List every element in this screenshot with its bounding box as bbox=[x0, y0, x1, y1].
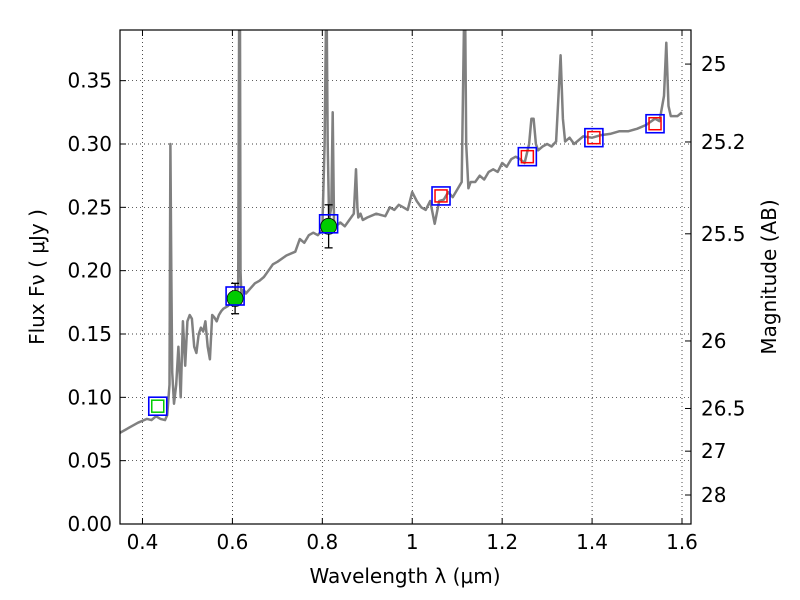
model-marker bbox=[431, 186, 451, 206]
y2-axis-title: Magnitude (AB) bbox=[757, 199, 781, 354]
x-tick-label: 0.8 bbox=[306, 530, 338, 554]
observed-marker bbox=[434, 189, 448, 203]
y2-tick-label: 25.2 bbox=[701, 130, 746, 154]
observed-marker bbox=[648, 116, 662, 131]
y-tick-label: 0.35 bbox=[67, 69, 112, 93]
x-tick-label: 0.6 bbox=[216, 530, 248, 554]
y2-tick-label: 25.5 bbox=[701, 222, 746, 246]
plot-frame bbox=[119, 29, 692, 525]
model-marker bbox=[318, 214, 339, 234]
model-marker bbox=[225, 286, 245, 306]
y2-tick-label: 26.5 bbox=[701, 396, 746, 420]
photometry-point bbox=[225, 282, 245, 315]
plot-data bbox=[120, 30, 683, 434]
photometry-point bbox=[517, 146, 538, 167]
y-tick-label: 0.15 bbox=[67, 322, 112, 346]
model-marker bbox=[147, 396, 168, 417]
photometry-point bbox=[431, 186, 451, 206]
y-tick-label: 0.05 bbox=[67, 449, 112, 473]
y-axis-title: Flux Fν ( μJy ) bbox=[25, 209, 49, 345]
x-tick-label: 1.2 bbox=[486, 530, 518, 554]
y-tick-label: 0.25 bbox=[67, 195, 112, 219]
model-marker bbox=[517, 146, 538, 167]
spectrum-line bbox=[120, 30, 683, 434]
y-tick-label: 0.00 bbox=[67, 512, 112, 536]
y-tick-label: 0.30 bbox=[67, 132, 112, 156]
photometry-point bbox=[318, 204, 339, 249]
model-marker bbox=[645, 113, 665, 134]
observed-marker bbox=[151, 399, 165, 413]
observed-marker bbox=[520, 149, 535, 164]
tick-marks bbox=[120, 30, 691, 525]
y2-tick-label: 26 bbox=[701, 329, 726, 353]
x-tick-label: 1.4 bbox=[576, 530, 608, 554]
photometry-point bbox=[147, 396, 168, 417]
y2-tick-label: 25 bbox=[701, 52, 726, 76]
observed-marker bbox=[320, 217, 338, 235]
y2-tick-label: 27 bbox=[701, 439, 726, 463]
model-marker bbox=[584, 127, 604, 148]
grid-lines bbox=[120, 30, 691, 525]
y-tick-label: 0.10 bbox=[67, 385, 112, 409]
y-tick-label: 0.20 bbox=[67, 259, 112, 283]
x-tick-label: 0.4 bbox=[127, 530, 159, 554]
x-axis-title: Wavelength λ (μm) bbox=[309, 564, 500, 588]
photometry-point bbox=[584, 127, 604, 148]
x-tick-label: 1 bbox=[406, 530, 419, 554]
y2-tick-label: 28 bbox=[701, 483, 726, 507]
photometry-point bbox=[645, 113, 665, 134]
observed-marker bbox=[226, 290, 244, 307]
x-tick-label: 1.6 bbox=[666, 530, 698, 554]
observed-marker bbox=[587, 130, 601, 145]
